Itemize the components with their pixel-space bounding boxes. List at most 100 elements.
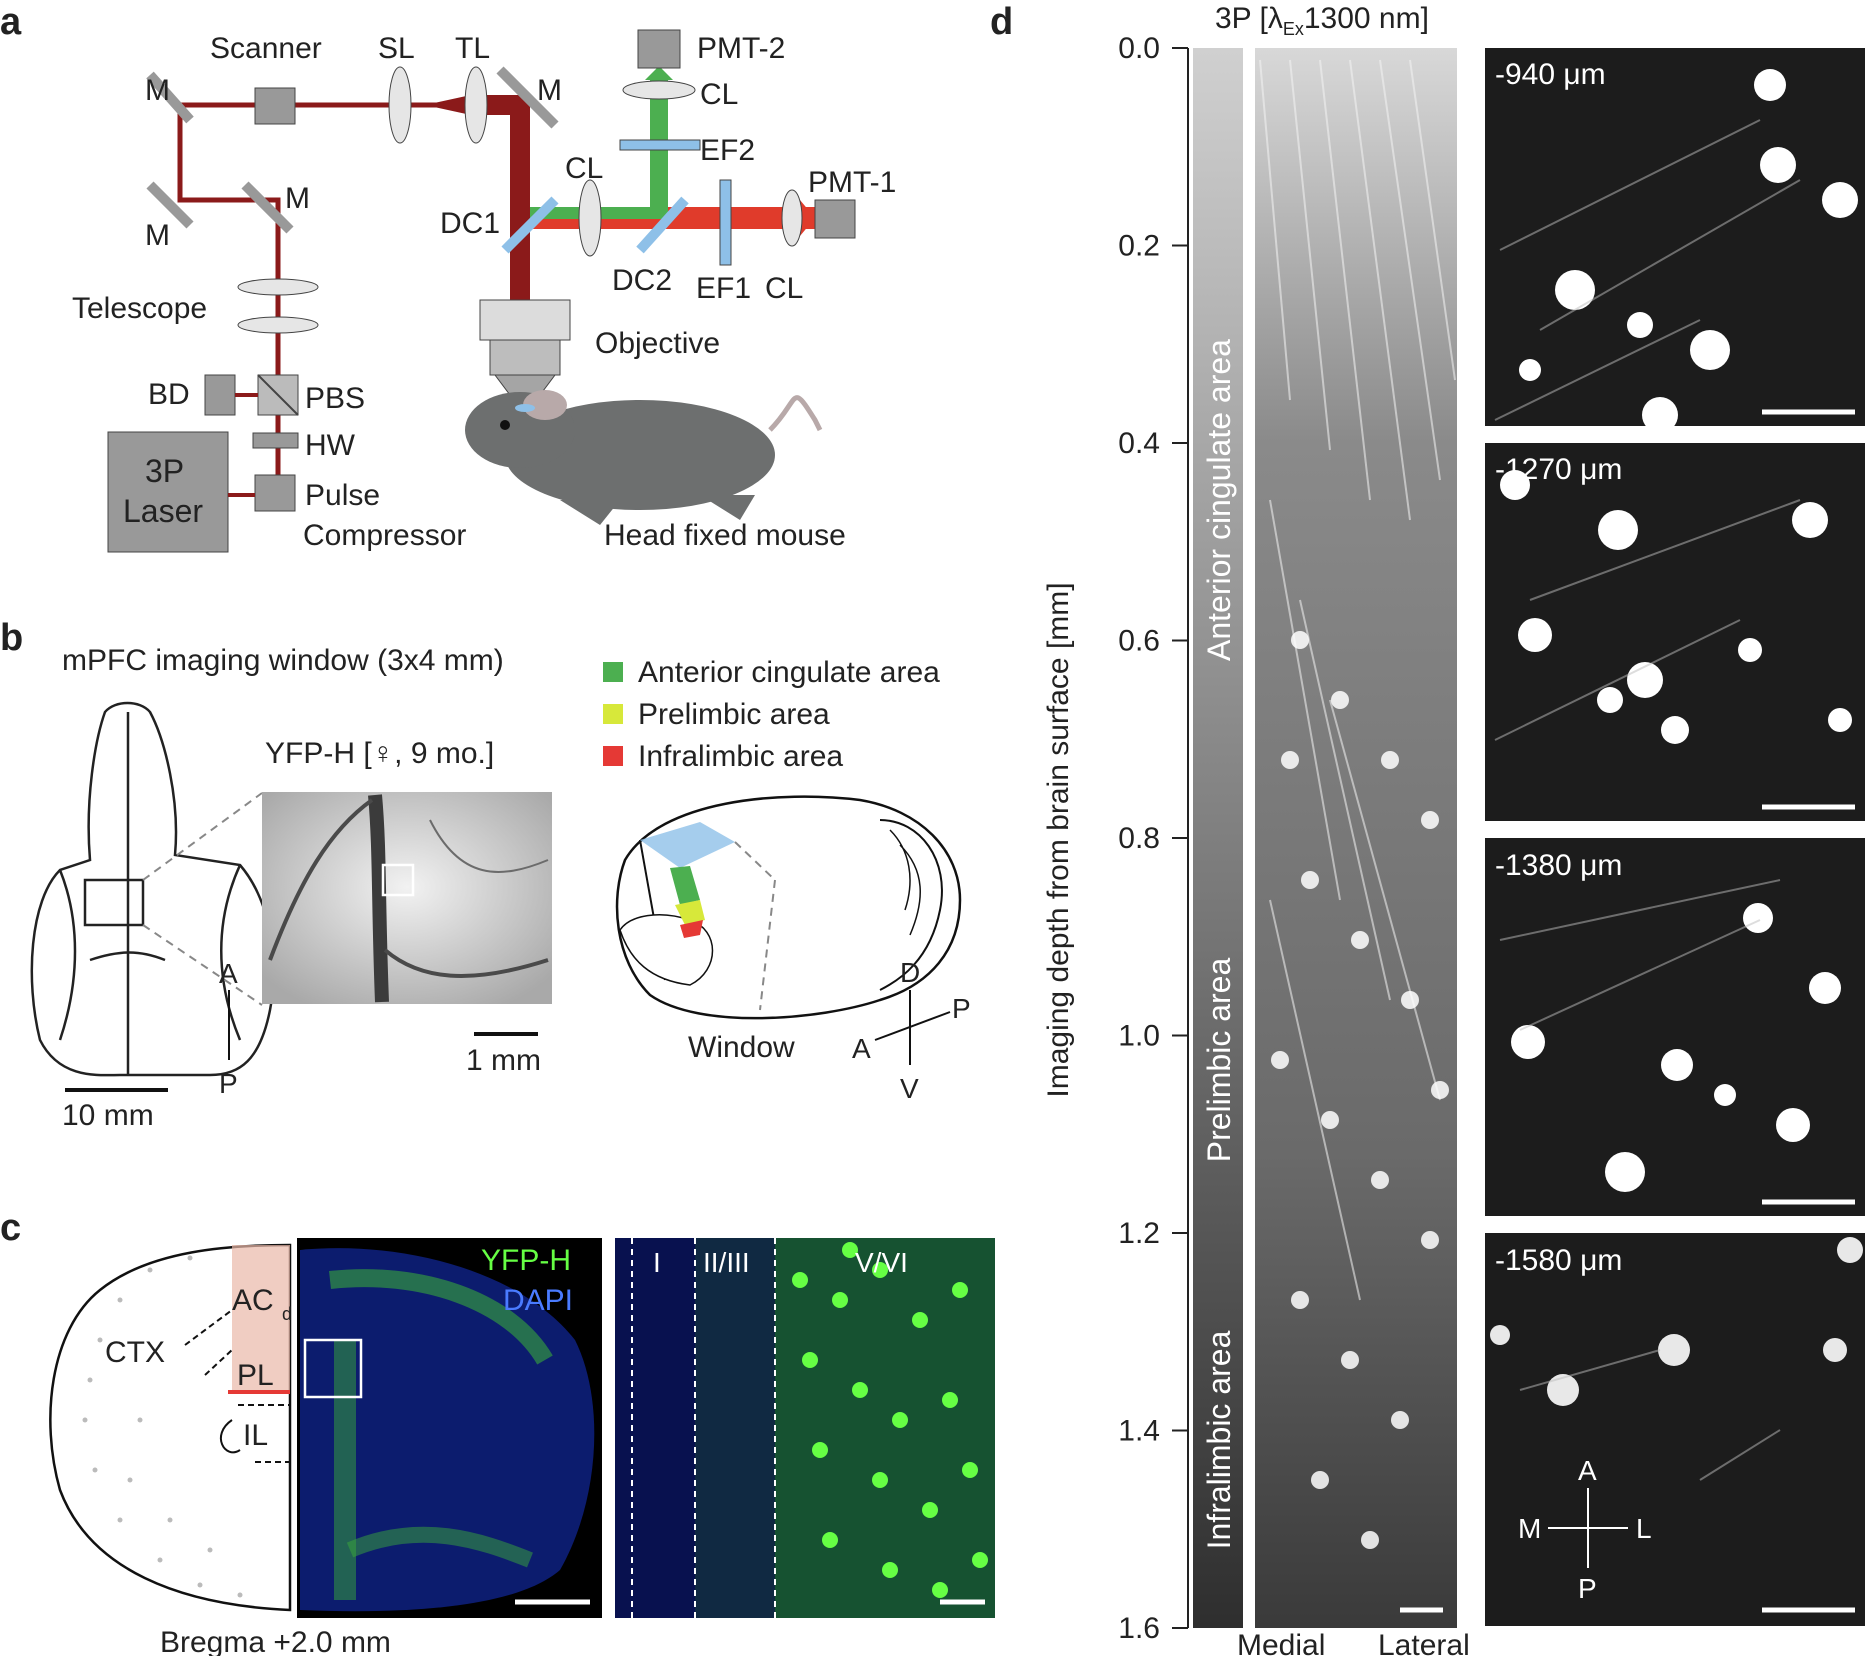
area-label-acc: Anterior cingulate area: [1201, 339, 1237, 661]
cl-lens-right: [781, 189, 803, 247]
depth-tick-label: 0.0: [1118, 32, 1160, 65]
dc2: [636, 196, 689, 254]
axis-a-3d: A: [852, 1033, 871, 1064]
skull-window-box: [83, 878, 145, 927]
depth-tick-label: 0.8: [1118, 822, 1160, 855]
legend-swatch-acc: [603, 662, 623, 682]
section-roi-box: [303, 1338, 363, 1399]
mouse-illustration: [465, 390, 823, 525]
frame-940-image: [1485, 48, 1865, 426]
label-dc2: DC2: [612, 264, 672, 297]
dc1: [501, 196, 559, 254]
vessel-1: [268, 798, 374, 961]
section-cortex-band: [329, 1269, 553, 1365]
atlas-roi-shade: [232, 1245, 290, 1390]
bd-box: [204, 374, 236, 416]
panel-letter-d: d: [990, 1, 1013, 43]
depth-axis-label: Imaging depth from brain surface [mm]: [1042, 582, 1075, 1097]
atlas-dots: [82, 1255, 243, 1598]
depth-tick-label: 0.6: [1118, 625, 1160, 658]
green-arrow: [645, 66, 673, 80]
frame-1270-cells: [1500, 470, 1852, 744]
panel-d-title: 3P [λEx1300 nm]: [1215, 2, 1429, 39]
xz-stack-image: [1255, 48, 1457, 1628]
mirror-3: [241, 181, 294, 234]
label-ef1: EF1: [696, 272, 751, 305]
legend-label-pl: Prelimbic area: [638, 698, 830, 731]
section-striatum-band: [346, 1526, 533, 1568]
frame-1580-image: [1485, 1233, 1865, 1626]
layer-ii-iii-fill: [695, 1238, 775, 1618]
label-tl: TL: [455, 32, 490, 65]
skull-outline: [30, 701, 275, 1077]
window-plane: [640, 822, 735, 868]
label-laser-2: Laser: [123, 493, 203, 529]
legend-label-il: Infralimbic area: [638, 740, 843, 773]
telescope-lens-1: [237, 278, 319, 296]
label-pulse: Pulse: [305, 479, 380, 512]
laser-box: [107, 431, 229, 553]
objective-body-top: [479, 299, 571, 341]
atlas-label-ctx: CTX: [105, 1336, 165, 1369]
window-photo: [262, 792, 552, 1004]
ef2-filter: [619, 139, 701, 151]
panel-letter-c: c: [0, 1207, 21, 1249]
window-label: Window: [688, 1031, 795, 1064]
panel-d-title-sub: Ex: [1283, 19, 1304, 39]
layer-label-ii-iii: II/III: [703, 1247, 750, 1278]
mirror-1: [146, 71, 194, 124]
label-sl: SL: [378, 32, 415, 65]
tube-lens: [464, 66, 488, 144]
section-label-dapi: DAPI: [503, 1284, 573, 1317]
area-label-pl: Prelimbic area: [1201, 958, 1237, 1163]
frame-1270-label: -1270 μm: [1495, 453, 1622, 486]
atlas-label-acd-sub: d: [282, 1304, 292, 1324]
zoom-line-bottom: [142, 924, 263, 1006]
pulse-compressor-box: [254, 474, 296, 512]
frame-1270: -1270 μm: [1485, 443, 1865, 821]
depth-ticks: 0.0 0.2 0.4 0.6 0.8 1.0 1.2 1.4 1.6: [1118, 32, 1189, 1645]
layer-label-i: I: [653, 1247, 661, 1278]
panel-b-title: mPFC imaging window (3x4 mm): [62, 644, 504, 677]
label-cl-right: CL: [765, 272, 803, 305]
label-pbs: PBS: [305, 382, 365, 415]
il-region: [680, 920, 703, 938]
mirror-2: [146, 181, 194, 229]
depth-tick-label: 1.2: [1118, 1217, 1160, 1250]
pmt2-box: [637, 29, 681, 69]
legend-label-acc: Anterior cingulate area: [638, 656, 940, 689]
scanner-box: [254, 87, 296, 125]
objective-body-mid: [489, 339, 561, 376]
atlas-label-il: IL: [243, 1419, 268, 1452]
xz-label-medial: Medial: [1237, 1629, 1325, 1656]
layer-v-vi-fill: [775, 1238, 995, 1618]
label-telescope: Telescope: [72, 292, 207, 325]
atlas-label-acd: AC: [232, 1284, 274, 1317]
panel-letter-a: a: [0, 1, 22, 43]
axis-a: A: [219, 958, 238, 989]
depth-tick-label: 0.4: [1118, 427, 1160, 460]
vessel-3: [429, 819, 549, 873]
vessel-2: [383, 948, 549, 979]
atlas-label-pl: PL: [237, 1359, 274, 1392]
frame-1580-label: -1580 μm: [1495, 1244, 1622, 1277]
label-laser-1: 3P: [145, 453, 184, 489]
frame-940-cells: [1519, 69, 1858, 433]
label-objective: Objective: [595, 327, 720, 360]
label-pmt1: PMT-1: [808, 166, 896, 199]
label-mouse: Head fixed mouse: [604, 519, 846, 552]
frame-1580-cells: [1490, 1237, 1863, 1406]
label-hw: HW: [305, 429, 356, 462]
bregma-label: Bregma +2.0 mm: [160, 1626, 391, 1656]
panel-letter-b: b: [0, 617, 23, 659]
label-ef2: EF2: [700, 134, 755, 167]
panel-d: 3P [λEx1300 nm] Imaging depth from brain…: [1042, 2, 1865, 1656]
frame-1380-image: [1485, 838, 1865, 1216]
midline-vessel: [368, 794, 389, 1003]
acc-region: [670, 866, 700, 905]
label-m2: M: [145, 219, 170, 252]
label-bd: BD: [148, 378, 190, 411]
label-m4: M: [537, 74, 562, 107]
frame-940: -940 μm: [1485, 48, 1865, 433]
